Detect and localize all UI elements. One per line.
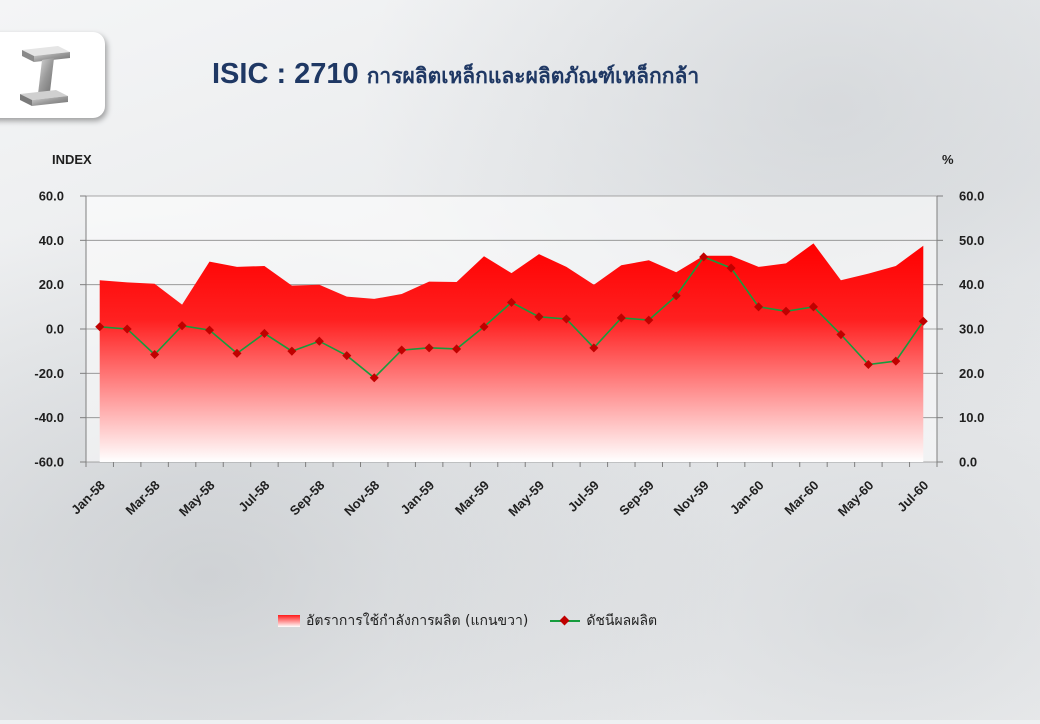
right-tick-label: 60.0 xyxy=(959,189,984,204)
x-tick-label: May-60 xyxy=(835,478,877,520)
production-index-point xyxy=(808,302,818,312)
production-index-point xyxy=(506,297,517,307)
right-axis-title: % xyxy=(942,152,954,167)
x-tick-label: Mar-59 xyxy=(452,478,492,518)
left-tick-label: -60.0 xyxy=(34,455,64,470)
right-tick-label: 10.0 xyxy=(959,410,984,425)
left-tick-label: 0.0 xyxy=(46,322,64,337)
left-tick-label: 60.0 xyxy=(39,189,64,204)
right-tick-label: 40.0 xyxy=(959,277,984,292)
legend-line-label: ดัชนีผลผลิต xyxy=(586,613,658,629)
right-tick-label: 50.0 xyxy=(959,233,984,248)
production-index-point xyxy=(616,313,626,323)
production-index-point xyxy=(232,348,242,358)
x-tick-label: Jul-58 xyxy=(235,478,272,515)
legend-area-label: อัตราการใช้กำลังการผลิต (แกนขวา) xyxy=(306,613,529,629)
x-tick-label: Jul-60 xyxy=(894,478,931,515)
production-index-point xyxy=(205,325,215,335)
x-tick-label: Jan-60 xyxy=(727,478,767,518)
production-index-point xyxy=(177,321,187,331)
production-index-point xyxy=(122,324,132,334)
legend-area-swatch xyxy=(278,615,300,627)
x-tick-label: Jan-59 xyxy=(398,478,438,518)
right-tick-label: 20.0 xyxy=(959,366,984,381)
x-tick-label: Sep-59 xyxy=(616,478,657,519)
left-tick-label: -20.0 xyxy=(34,366,64,381)
production-index-point xyxy=(95,322,105,332)
left-tick-label: 40.0 xyxy=(39,233,64,248)
right-tick-label: 0.0 xyxy=(959,455,977,470)
production-index-point xyxy=(671,291,681,301)
capacity-utilization-area xyxy=(99,243,924,462)
title-code: ISIC : 2710 xyxy=(212,58,359,90)
x-tick-label: Nov-59 xyxy=(671,478,712,519)
x-tick-label: Mar-58 xyxy=(123,478,163,518)
left-axis-title: INDEX xyxy=(52,152,92,167)
steel-beam-icon xyxy=(20,46,70,106)
production-index-point xyxy=(918,316,928,326)
x-tick-label: Jan-58 xyxy=(68,478,108,518)
page-title: ISIC : 2710 การผลิตเหล็กและผลิตภัณฑ์เหล็ก… xyxy=(212,58,699,93)
title-name: การผลิตเหล็กและผลิตภัณฑ์เหล็กกล้า xyxy=(366,64,700,88)
x-tick-label: Mar-60 xyxy=(781,478,821,518)
production-index-point xyxy=(836,330,846,340)
production-index-point xyxy=(891,356,901,366)
logo-badge xyxy=(0,32,105,118)
x-tick-label: May-58 xyxy=(176,478,218,520)
x-tick-label: Nov-58 xyxy=(341,478,382,519)
right-tick-label: 30.0 xyxy=(959,322,984,337)
left-tick-label: 20.0 xyxy=(39,277,64,292)
production-index-point xyxy=(726,263,736,273)
production-index-point xyxy=(150,349,160,360)
legend-line-swatch xyxy=(550,615,581,627)
production-index-point xyxy=(781,306,791,316)
x-tick-label: Sep-58 xyxy=(287,478,328,519)
x-tick-label: May-59 xyxy=(505,478,547,520)
chart-legend: อัตราการใช้กำลังการผลิต (แกนขวา) ดัชนีผล… xyxy=(278,610,657,632)
production-index-point xyxy=(534,312,544,322)
x-tick-label: Jul-59 xyxy=(565,478,602,515)
production-index-point xyxy=(561,314,571,324)
left-tick-label: -40.0 xyxy=(34,410,64,425)
